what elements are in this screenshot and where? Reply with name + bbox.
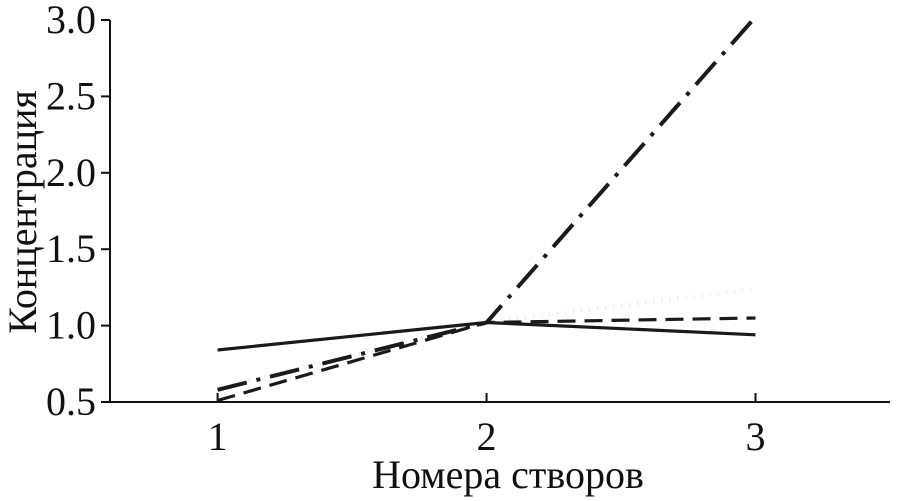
x-axis-title: Номера створов — [372, 452, 644, 497]
y-axis-ticks: 0.5 1.0 1.5 2.0 2.5 3.0 — [46, 0, 110, 424]
series-group — [217, 15, 758, 403]
y-tick-label: 0.5 — [46, 379, 96, 424]
y-axis-title: Концентрация — [0, 90, 45, 334]
y-tick-label: 2.0 — [46, 150, 96, 195]
series-line-dotted — [217, 286, 756, 391]
y-tick-label: 1.0 — [46, 303, 96, 348]
x-tick-label: 2 — [477, 414, 497, 459]
y-tick-label: 3.0 — [46, 0, 96, 42]
series-line-solid — [217, 320, 756, 352]
y-tick-label: 1.5 — [46, 226, 96, 271]
x-tick-label: 3 — [746, 414, 766, 459]
y-tick-label: 2.5 — [46, 73, 96, 118]
x-axis-ticks: 1 2 3 — [208, 393, 766, 459]
chart-axes — [109, 20, 890, 403]
series-line-dash-dot — [217, 15, 758, 392]
x-tick-label: 1 — [208, 414, 228, 459]
